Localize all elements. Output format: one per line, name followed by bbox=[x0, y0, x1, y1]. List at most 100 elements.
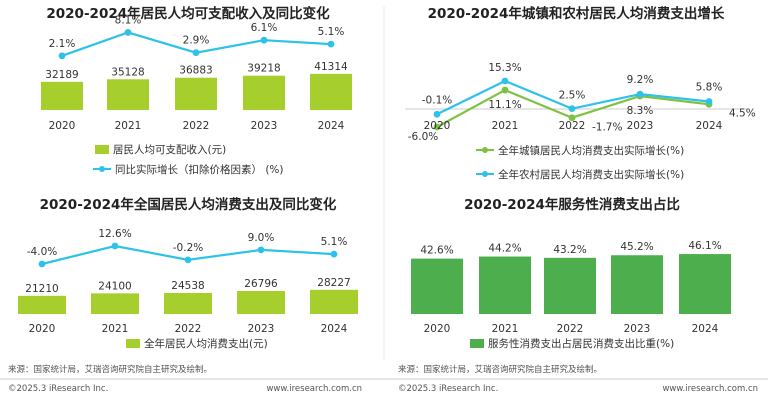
urban-value-label: 4.5% bbox=[729, 107, 756, 119]
growth-point bbox=[260, 36, 268, 44]
legend-swatch-dot bbox=[99, 166, 105, 172]
growth-value-label: 5.1% bbox=[318, 26, 345, 38]
x-tick-label: 2024 bbox=[696, 120, 723, 132]
bar-value-label: 45.2% bbox=[620, 241, 653, 253]
x-tick-label: 2020 bbox=[49, 120, 76, 132]
bar-value-label: 43.2% bbox=[553, 244, 586, 256]
source-note-right: 来源：国家统计局，艾瑞咨询研究院自主研究及绘制。 bbox=[398, 364, 602, 375]
growth-value-label: 6.1% bbox=[251, 22, 278, 34]
growth-point bbox=[111, 242, 119, 250]
growth-value-label: 2.9% bbox=[183, 35, 210, 47]
bar-value-label: 41314 bbox=[314, 61, 348, 73]
x-tick-label: 2024 bbox=[318, 120, 345, 132]
bar-value-label: 26796 bbox=[244, 278, 278, 290]
legend-swatch-dot bbox=[482, 147, 488, 153]
legend-label-bar: 居民人均可支配收入(元) bbox=[113, 143, 226, 156]
bar bbox=[479, 256, 531, 314]
x-tick-label: 2022 bbox=[559, 120, 586, 132]
chart-title: 2020-2024年全国居民人均消费支出及同比变化 bbox=[40, 196, 337, 213]
x-tick-label: 2022 bbox=[557, 323, 584, 335]
legend-label-urban: 全年城镇居民人均消费支出实际增长(%) bbox=[498, 144, 684, 157]
copyright-left: ©2025.3 iResearch Inc. bbox=[8, 384, 108, 394]
bar bbox=[91, 293, 139, 314]
x-tick-label: 2020 bbox=[424, 120, 451, 132]
rural-value-label: -0.1% bbox=[422, 94, 452, 106]
x-tick-label: 2023 bbox=[627, 120, 654, 132]
bar bbox=[237, 291, 285, 314]
bar-value-label: 21210 bbox=[25, 283, 58, 295]
growth-value-label: -4.0% bbox=[27, 246, 57, 258]
bar-value-label: 35128 bbox=[111, 66, 144, 78]
legend-label-line: 同比实际增长（扣除价格因素） (%) bbox=[115, 163, 284, 176]
bar bbox=[310, 289, 358, 314]
website-link-right[interactable]: www.iresearch.com.cn bbox=[662, 384, 758, 394]
bar bbox=[164, 292, 212, 314]
x-tick-label: 2021 bbox=[115, 120, 142, 132]
x-tick-label: 2024 bbox=[321, 323, 348, 335]
rural-point bbox=[568, 105, 576, 113]
legend-label-bar: 全年居民人均消费支出(元) bbox=[144, 337, 268, 350]
rural-value-label: 15.3% bbox=[488, 62, 521, 74]
bar bbox=[107, 79, 149, 110]
bar bbox=[544, 257, 596, 314]
bar bbox=[175, 77, 217, 110]
x-tick-label: 2022 bbox=[175, 323, 202, 335]
bar bbox=[611, 255, 663, 314]
legend-swatch-bar bbox=[95, 145, 109, 154]
rural-value-label: 9.2% bbox=[627, 74, 654, 86]
chart-title: 2020-2024年居民人均可支配收入及同比变化 bbox=[46, 5, 330, 22]
growth-point bbox=[330, 250, 338, 258]
urban-value-label: -1.7% bbox=[592, 122, 622, 134]
growth-point bbox=[184, 256, 192, 264]
x-tick-label: 2023 bbox=[251, 120, 278, 132]
legend-label-bar: 服务性消费支出占居民消费支出比重(%) bbox=[488, 337, 674, 350]
bar bbox=[243, 75, 285, 110]
income-chart-panel: 2020-2024年居民人均可支配收入及同比变化 32189 35128 36883 3… bbox=[41, 5, 352, 176]
urban-point bbox=[501, 86, 509, 94]
x-tick-label: 2020 bbox=[29, 323, 56, 335]
legend-swatch-bar bbox=[126, 339, 140, 348]
x-tick-label: 2023 bbox=[248, 323, 275, 335]
bar-value-label: 46.1% bbox=[688, 240, 721, 252]
x-tick-label: 2020 bbox=[424, 323, 451, 335]
bar-value-label: 36883 bbox=[179, 65, 212, 77]
urban-value-label: 8.3% bbox=[627, 105, 654, 117]
legend-swatch-bar bbox=[470, 339, 484, 348]
growth-point bbox=[124, 29, 132, 36]
growth-value-label: 5.1% bbox=[321, 236, 348, 248]
x-tick-label: 2021 bbox=[492, 323, 519, 335]
urban-value-label: -6.0% bbox=[408, 131, 438, 143]
bar bbox=[679, 254, 731, 314]
growth-value-label: 9.0% bbox=[248, 232, 275, 244]
rural-point bbox=[705, 98, 713, 105]
bar-value-label: 44.2% bbox=[488, 243, 521, 255]
bar-value-label: 39218 bbox=[247, 63, 280, 75]
legend-label-rural: 全年农村居民人均消费支出实际增长(%) bbox=[498, 168, 684, 181]
bar-value-label: 24100 bbox=[98, 280, 131, 292]
x-tick-label: 2022 bbox=[183, 120, 210, 132]
website-link-left[interactable]: www.iresearch.com.cn bbox=[266, 384, 362, 394]
source-note-left: 来源：国家统计局，艾瑞咨询研究院自主研究及绘制。 bbox=[8, 364, 212, 375]
growth-value-label: 2.1% bbox=[49, 38, 76, 50]
bar-value-label: 24538 bbox=[171, 280, 204, 292]
bar bbox=[411, 258, 463, 314]
growth-value-label: -0.2% bbox=[173, 242, 203, 254]
growth-point bbox=[327, 40, 335, 48]
service-share-chart-panel: 2020-2024年服务性消费支出占比 42.6% 44.2% 43.2% 45.2% 4… bbox=[411, 196, 731, 350]
rural-point bbox=[636, 90, 644, 98]
urban-point bbox=[568, 114, 576, 122]
x-tick-label: 2023 bbox=[624, 323, 651, 335]
chart-title: 2020-2024年服务性消费支出占比 bbox=[464, 196, 680, 213]
growth-point bbox=[192, 49, 200, 57]
urban-point bbox=[433, 123, 441, 131]
consumption-chart-panel: 2020-2024年全国居民人均消费支出及同比变化 21210 24100 24538… bbox=[18, 196, 358, 350]
copyright-right: ©2025.3 iResearch Inc. bbox=[398, 384, 498, 394]
growth-point bbox=[38, 260, 46, 268]
bar bbox=[310, 73, 352, 110]
urban-value-label: 11.1% bbox=[488, 99, 521, 111]
x-tick-label: 2024 bbox=[692, 323, 719, 335]
rural-point bbox=[501, 77, 509, 85]
growth-point bbox=[58, 52, 66, 60]
legend-swatch-dot bbox=[482, 171, 488, 177]
